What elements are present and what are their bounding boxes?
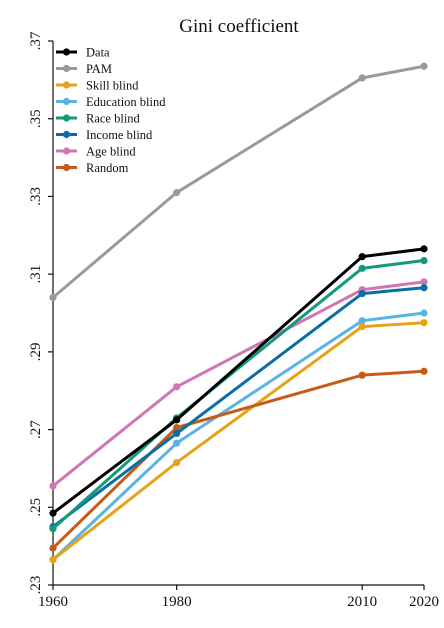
data-point-income-blind: [173, 429, 181, 438]
data-point-data: [420, 245, 428, 253]
x-tick-label: 1980: [162, 594, 192, 610]
legend-item-income-blind: Income blind: [56, 128, 153, 142]
y-tick-label: .23: [28, 576, 44, 595]
data-point-pam: [420, 62, 428, 70]
series-age-blind: [49, 278, 428, 490]
x-tick-label: 2020: [409, 594, 439, 610]
data-point-income-blind: [420, 284, 428, 292]
x-tick-label: 1960: [38, 594, 68, 610]
legend: Data PAM Skill blind Education blind Race bl…: [56, 46, 166, 175]
series-line-age-blind: [51, 280, 426, 488]
data-point-skill-blind: [49, 556, 57, 564]
legend-label: Race blind: [86, 112, 141, 126]
legend-item-random: Random: [56, 161, 129, 175]
data-point-education-blind: [358, 317, 366, 325]
y-tick-label: .25: [28, 498, 44, 517]
y-tick-label: .35: [28, 109, 44, 128]
data-point-data: [49, 509, 57, 517]
y-tick-label: .27: [28, 420, 44, 439]
legend-label: Data: [86, 46, 110, 60]
legend-item-data: Data: [56, 46, 110, 60]
series-line-race-blind: [51, 259, 426, 531]
data-point-data: [173, 416, 181, 424]
series-pam: [49, 62, 428, 302]
data-point-random: [49, 544, 57, 552]
data-point-income-blind: [358, 289, 366, 298]
legend-marker: [62, 81, 71, 89]
series-race-blind: [49, 256, 428, 533]
data-point-age-blind: [49, 482, 57, 490]
y-tick-label: .29: [28, 342, 44, 361]
legend-label: PAM: [86, 62, 112, 76]
series-line-skill-blind: [51, 321, 426, 562]
legend-label: Skill blind: [86, 79, 139, 93]
data-point-data: [358, 253, 366, 261]
legend-marker: [62, 97, 71, 106]
series-line-education-blind: [51, 311, 426, 562]
data-point-skill-blind: [420, 319, 428, 327]
y-tick-label: .31: [28, 265, 44, 284]
chart-title: Gini coefficient: [179, 16, 299, 37]
data-point-pam: [173, 188, 181, 197]
data-point-random: [173, 424, 181, 432]
data-point-skill-blind: [358, 323, 366, 331]
data-point-random: [358, 371, 366, 379]
y-tick-label: .33: [28, 187, 44, 206]
legend-marker: [62, 147, 71, 155]
legend-item-age-blind: Age blind: [56, 145, 136, 159]
series-line-income-blind: [51, 286, 426, 529]
series-line-random: [51, 369, 426, 550]
legend-label: Income blind: [86, 128, 153, 142]
series-education-blind: [49, 309, 428, 564]
data-point-age-blind: [420, 278, 428, 286]
data-point-pam: [358, 74, 366, 82]
legend-label: Education blind: [86, 95, 166, 109]
data-point-age-blind: [173, 383, 181, 391]
series-line-data: [51, 247, 426, 515]
data-point-education-blind: [420, 309, 428, 317]
series-data: [49, 245, 428, 517]
data-point-race-blind: [420, 256, 428, 265]
data-point-race-blind: [49, 525, 57, 533]
axes: .23 .25 .27 .29 .31 .33 .35 .37 1960 1980 2010 2020: [28, 31, 439, 610]
legend-item-pam: PAM: [56, 62, 112, 76]
y-tick-label: .37: [28, 31, 44, 50]
legend-marker: [62, 48, 71, 56]
legend-marker: [62, 130, 71, 139]
x-tick-label: 2010: [347, 594, 377, 610]
legend-item-race-blind: Race blind: [56, 112, 141, 126]
data-point-race-blind: [358, 264, 366, 272]
series-random: [49, 367, 428, 552]
legend-item-education-blind: Education blind: [56, 95, 166, 109]
legend-label: Random: [86, 161, 129, 175]
data-point-pam: [49, 293, 57, 302]
data-point-education-blind: [173, 439, 181, 447]
series-group: [49, 62, 428, 564]
legend-marker: [62, 114, 71, 122]
legend-marker: [62, 163, 71, 172]
series-line-pam: [51, 64, 426, 299]
data-point-random: [420, 367, 428, 375]
legend-marker: [62, 64, 71, 73]
legend-label: Age blind: [86, 145, 136, 159]
series-skill-blind: [49, 319, 428, 564]
data-point-skill-blind: [173, 459, 181, 467]
legend-item-skill-blind: Skill blind: [56, 79, 139, 93]
